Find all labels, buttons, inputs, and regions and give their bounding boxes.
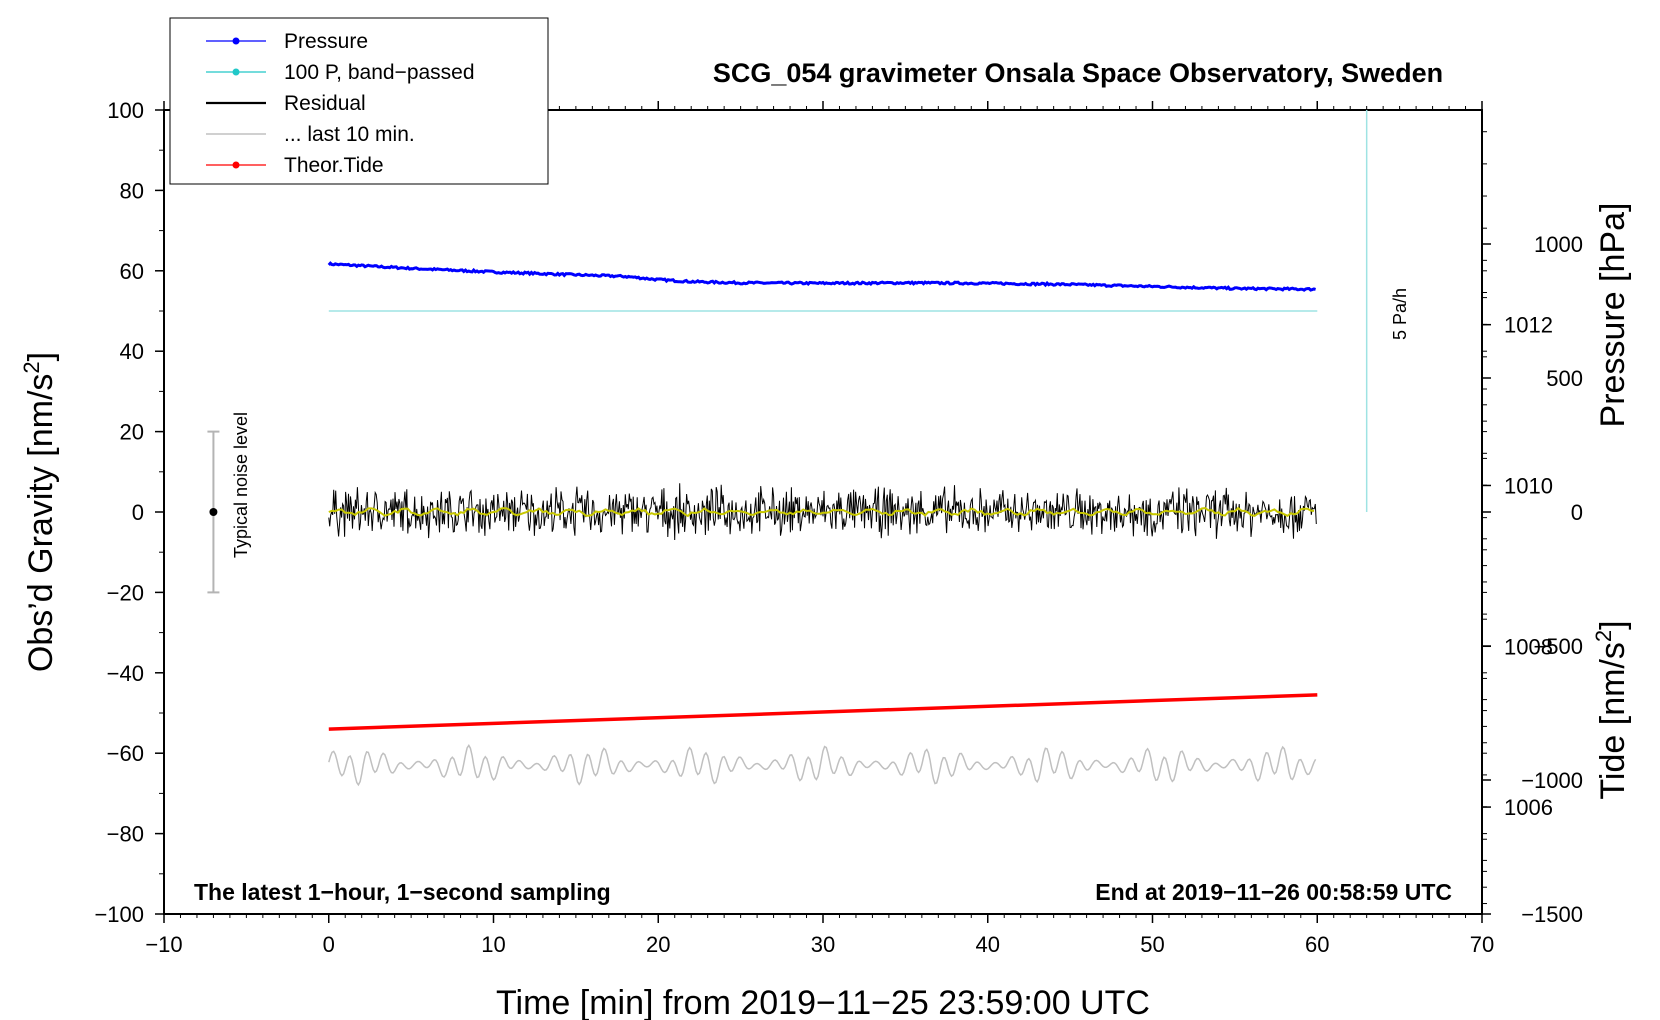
tide-tick-label: −500 (1533, 634, 1583, 659)
tick-layer (155, 101, 1491, 923)
legend-label: 100 P, band−passed (284, 61, 475, 84)
x-tick-label: 40 (976, 932, 1000, 957)
y-left-tick-label: 40 (120, 339, 144, 364)
series-layer (327, 261, 1318, 787)
legend-item: Pressure (206, 30, 368, 53)
legend-label: Theor.Tide (284, 154, 384, 177)
pressure-tick-label: 1010 (1504, 473, 1553, 498)
series-line-theor-tide (328, 693, 1318, 731)
legend-box (169, 17, 549, 185)
tide-tick-label: 500 (1546, 366, 1583, 391)
y-left-tick-label: 60 (120, 259, 144, 284)
annotation-end-time: End at 2019−11−26 00:58:59 UTC (1095, 879, 1452, 905)
y-left-tick-label: −20 (107, 580, 144, 605)
scale-bar-label: 5 Pa/h (1390, 288, 1410, 340)
legend-item: 100 P, band−passed (206, 61, 475, 84)
x-tick-label: 70 (1470, 932, 1494, 957)
y-axis-left-title-main: Obs’d Gravity [nm/s (22, 374, 60, 673)
y-left-tick-label: 20 (120, 420, 144, 445)
y-left-tick-label: −80 (107, 822, 144, 847)
tick-label-layer: −10 0 10 20 30 40 50 60 70100806040200−20−40−60−… (94, 98, 1583, 957)
y-axis-left-title-sup: 2 (19, 361, 44, 373)
noise-indicator (207, 430, 220, 594)
x-axis-title: Time [min] from 2019−11−25 23:59:00 UTC (496, 984, 1150, 1020)
x-tick-label: 20 (646, 932, 670, 957)
x-tick-label: 50 (1140, 932, 1164, 957)
tide-tick-label: 0 (1571, 500, 1583, 525)
legend-label: ... last 10 min. (284, 123, 415, 146)
legend-marker (232, 161, 240, 169)
noise-center-dot (209, 508, 218, 516)
y-axis-tide-title-tail: ] (1594, 620, 1632, 629)
legend-marker (232, 68, 240, 76)
legend-item: Residual (206, 92, 366, 115)
legend-item: Theor.Tide (206, 154, 384, 177)
y-axis-tide-title-main: Tide [nm/s (1594, 642, 1632, 799)
x-tick-label: −10 (145, 932, 182, 957)
x-tick-label: 30 (811, 932, 835, 957)
legend-label: Residual (284, 92, 366, 115)
y-left-tick-label: −40 (107, 661, 144, 686)
noise-label: Typical noise level (231, 412, 251, 558)
legend-items: Pressure 100 P, band−passed Residual ... la… (206, 30, 475, 177)
tide-tick-label: −1500 (1521, 902, 1583, 927)
y-left-tick-label: −100 (94, 902, 144, 927)
tide-tick-label: −1000 (1521, 768, 1583, 793)
x-tick-label: 10 (481, 932, 505, 957)
y-axis-pressure-title: Pressure [hPa] (1594, 203, 1632, 428)
legend-item: ... last 10 min. (206, 123, 415, 146)
annotation-sampling: The latest 1−hour, 1−second sampling (194, 879, 611, 905)
x-tick-label: 0 (323, 932, 335, 957)
series-line-last-10-min (328, 743, 1317, 787)
legend-marker (232, 37, 240, 45)
series-line-residual (328, 483, 1317, 541)
y-left-tick-label: 0 (132, 500, 144, 525)
chart-title: SCG_054 gravimeter Onsala Space Observat… (713, 58, 1443, 88)
x-tick-label: 60 (1305, 932, 1329, 957)
tide-tick-label: 1000 (1534, 232, 1583, 257)
y-left-tick-label: −60 (107, 741, 144, 766)
pressure-tick-label: 1012 (1504, 313, 1553, 338)
y-axis-left-title: Obs’d Gravity [nm/s2] (19, 352, 60, 672)
legend-label: Pressure (284, 30, 368, 53)
series-line-pressure (327, 261, 1316, 292)
y-axis-tide-title: Tide [nm/s2] (1591, 620, 1632, 799)
y-left-tick-label: 100 (107, 98, 144, 123)
pressure-tick-label: 1006 (1504, 795, 1553, 820)
y-axis-tide-title-sup: 2 (1591, 630, 1616, 642)
y-axis-left-title-tail: ] (22, 352, 60, 361)
legend: Pressure 100 P, band−passed Residual ... la… (169, 17, 549, 185)
pressure-tick-label: 1008 (1504, 634, 1553, 659)
series-line-residual-smoothed (328, 506, 1315, 518)
y-left-tick-label: 80 (120, 178, 144, 203)
